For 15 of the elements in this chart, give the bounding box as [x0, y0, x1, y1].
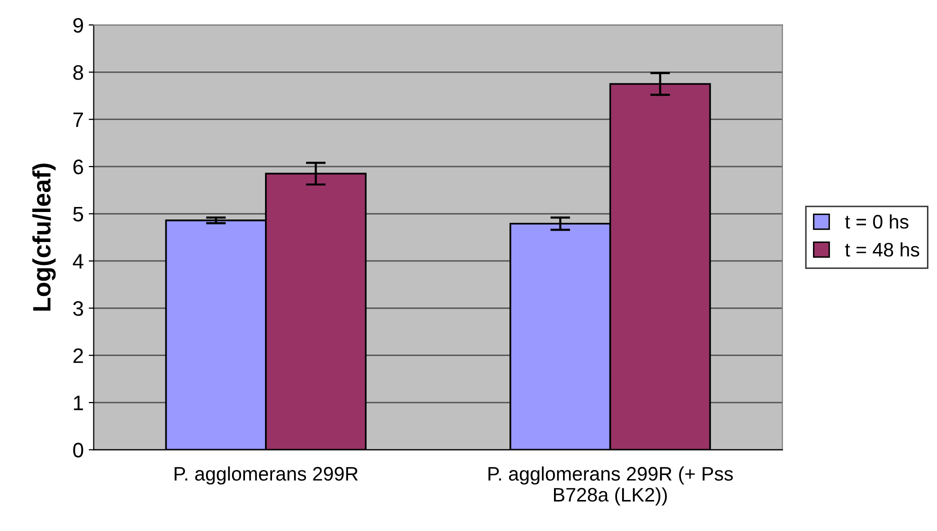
y-tick-label: 8	[73, 65, 84, 80]
y-tick-label: 2	[73, 348, 83, 363]
legend-label: t = 48 hs	[845, 242, 920, 257]
y-tick-label: 4	[72, 254, 84, 269]
y-tick-label: 1	[74, 396, 83, 410]
x-tick-label: P. agglomerans 299R (+ Pss B728a (LK2))	[488, 466, 733, 506]
y-tick-label: 9	[73, 18, 83, 33]
y-tick-label: 5	[73, 206, 84, 222]
y-tick-label: 7	[73, 112, 83, 127]
x-tick-label: P. agglomerans 299R	[174, 466, 358, 485]
y-axis-title: Log(cfu/leaf)	[32, 164, 56, 311]
legend-label: t = 0 hs	[845, 214, 908, 229]
y-tick-label: 3	[73, 301, 84, 316]
y-tick-label: 6	[73, 160, 84, 174]
y-tick-label: 0	[73, 442, 84, 458]
